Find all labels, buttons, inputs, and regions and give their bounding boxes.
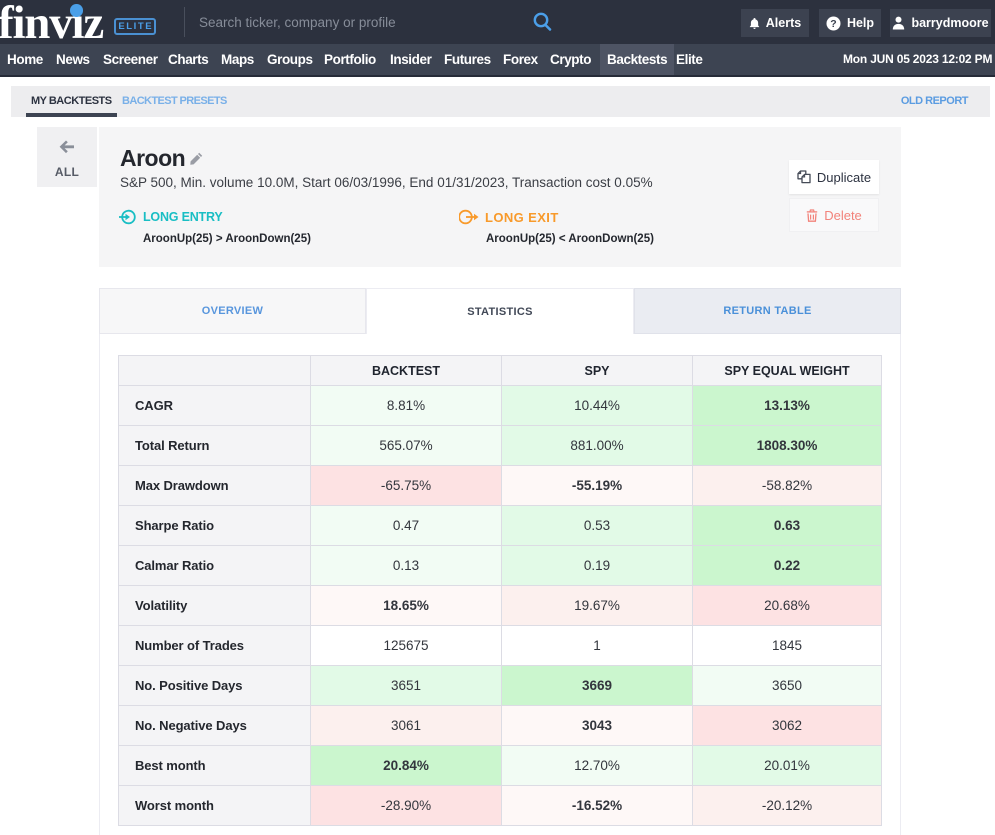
svg-text:?: ?: [830, 18, 836, 30]
